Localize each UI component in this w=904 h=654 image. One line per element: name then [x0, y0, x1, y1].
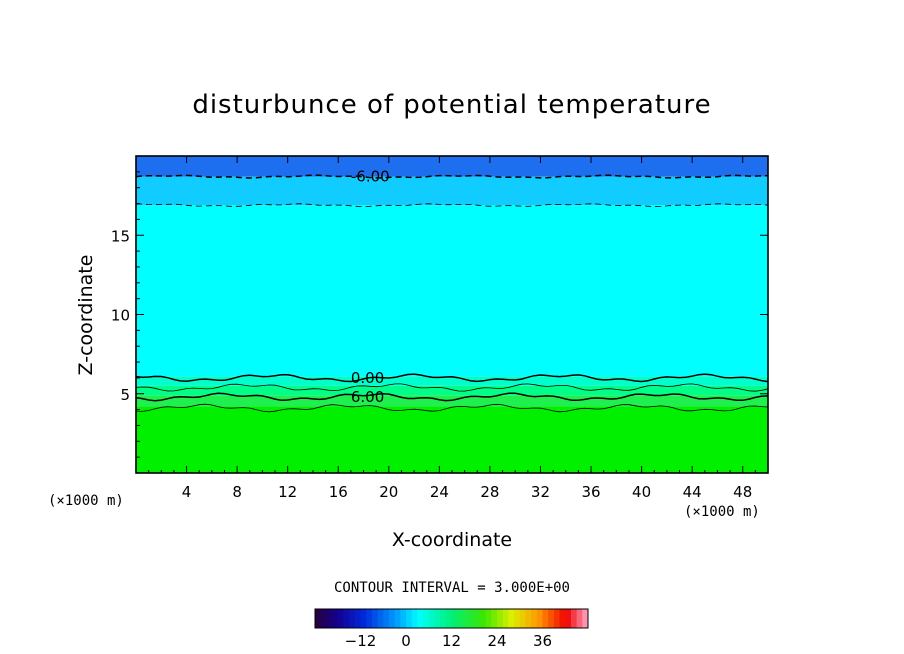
colorbar-swatch [479, 609, 487, 628]
colorbar-swatch [457, 609, 464, 628]
contour-label-2: 0.00 [351, 369, 384, 387]
colorbar-swatch [388, 609, 396, 628]
x-tick-label-20: 20 [379, 483, 398, 501]
colorbar-swatch [559, 609, 566, 628]
colorbar-swatch [440, 609, 447, 628]
x-ticks: 4 8 12 16 20 24 28 32 36 40 44 48 [148, 156, 756, 501]
colorbar-swatch [377, 609, 384, 628]
colorbar-swatch [536, 609, 543, 628]
x-tick-label-4: 4 [182, 483, 192, 501]
field-layer-5 [136, 176, 768, 206]
x-tick-label-24: 24 [430, 483, 449, 501]
colorbar-swatch [542, 609, 549, 628]
colorbar-swatch [508, 609, 515, 628]
colorbar-swatch [315, 609, 322, 628]
y-ticks: 5 10 15 [111, 171, 768, 458]
colorbar-swatch [337, 609, 344, 628]
colorbar-swatch [349, 609, 356, 628]
x-tick-label-8: 8 [232, 483, 242, 501]
colorbar-swatch [423, 609, 430, 628]
colorbar-swatch [502, 609, 509, 628]
contour-label-0: -6.00 [351, 168, 390, 186]
colorbar-swatch [497, 609, 504, 628]
colorbar-swatch [383, 609, 390, 628]
colorbar-swatch [354, 609, 361, 628]
colorbar-swatch [366, 609, 373, 628]
chart-title: disturbunce of potential temperature [192, 90, 711, 120]
colorbar-swatch [582, 609, 589, 628]
colorbar-tick-label-24: 24 [487, 632, 506, 650]
colorbar-swatch [491, 609, 498, 628]
colorbar-tick-label-12: 12 [442, 632, 461, 650]
colorbar-swatch [565, 609, 572, 628]
contour-label-4: 6.00 [351, 388, 384, 406]
colorbar-swatch [371, 609, 379, 628]
colorbar-swatch [417, 609, 424, 628]
colorbar-swatch [468, 609, 475, 628]
x-tick-label-44: 44 [683, 483, 702, 501]
colorbar-ticks: −12 0 12 24 36 [345, 632, 552, 650]
colorbar-tick-label--12: −12 [345, 632, 377, 650]
colorbar-swatch [445, 609, 452, 628]
field-layer-6 [136, 156, 768, 177]
colorbar-swatch [406, 609, 413, 628]
colorbar-swatch [485, 609, 492, 628]
colorbar-tick-label-36: 36 [533, 632, 552, 650]
colorbar-swatch [394, 609, 401, 628]
colorbar-swatch [411, 609, 418, 628]
x-tick-label-16: 16 [329, 483, 348, 501]
contour-labels: -6.00 0.006.00 [351, 168, 390, 406]
colorbar-swatch [451, 609, 458, 628]
x-axis-label: X-coordinate [392, 529, 512, 551]
contour-5 [136, 403, 768, 413]
contour-2 [136, 373, 768, 383]
contour-lines [136, 174, 768, 413]
field-layers [136, 156, 768, 473]
x-tick-label-12: 12 [278, 483, 297, 501]
colorbar-swatch [360, 609, 367, 628]
colorbar [315, 609, 589, 628]
colorbar-swatch [519, 609, 526, 628]
field-layer-3 [136, 376, 768, 386]
colorbar-swatch [576, 609, 583, 628]
colorbar-swatch [553, 609, 561, 628]
contour-1 [136, 203, 768, 208]
colorbar-swatch [400, 609, 407, 628]
x-tick-label-48: 48 [733, 483, 752, 501]
colorbar-tick-label-0: 0 [401, 632, 411, 650]
y-axis-label: Z-coordinate [75, 255, 97, 376]
colorbar-swatch [548, 609, 555, 628]
colorbar-swatch [332, 609, 339, 628]
x-tick-label-28: 28 [480, 483, 499, 501]
x-tick-label-40: 40 [632, 483, 651, 501]
field-layer-2 [136, 385, 768, 396]
colorbar-swatch [343, 609, 350, 628]
colorbar-frame [314, 608, 589, 629]
x-unit-right: (×1000 m) [684, 504, 760, 520]
x-tick-label-32: 32 [531, 483, 550, 501]
y-tick-label-5: 5 [120, 386, 130, 404]
contour-interval: CONTOUR INTERVAL = 3.000E+00 [334, 580, 570, 596]
colorbar-swatch [474, 609, 481, 628]
colorbar-swatch [525, 609, 532, 628]
contour-4 [136, 392, 768, 402]
y-tick-label-10: 10 [111, 307, 130, 325]
colorbar-swatch [531, 609, 538, 628]
x-tick-label-36: 36 [581, 483, 600, 501]
contour-3 [136, 383, 768, 392]
x-unit-left: (×1000 m) [48, 493, 124, 509]
y-tick-label-15: 15 [111, 227, 130, 245]
colorbar-swatch [326, 609, 333, 628]
colorbar-swatch [428, 609, 435, 628]
field-layer-0 [136, 406, 768, 473]
contour-0 [136, 174, 768, 179]
colorbar-swatch [462, 609, 470, 628]
colorbar-swatch [514, 609, 521, 628]
colorbar-swatch [570, 609, 578, 628]
colorbar-swatch [320, 609, 327, 628]
colorbar-swatch [434, 609, 441, 628]
field-layer-4 [136, 205, 768, 377]
